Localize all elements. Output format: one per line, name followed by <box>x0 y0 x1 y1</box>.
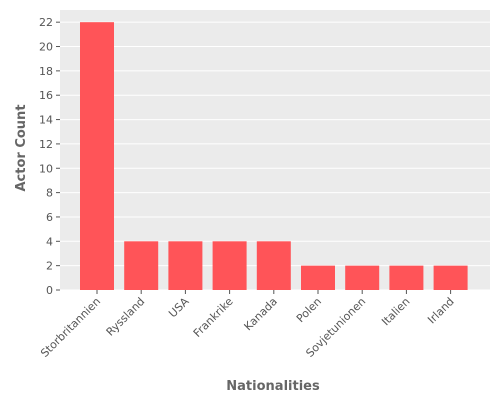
y-tick-label-10: 10 <box>39 162 53 175</box>
y-tick-label-2: 2 <box>46 260 53 273</box>
bar-ryssland <box>124 241 159 290</box>
y-tick-label-8: 8 <box>46 187 53 200</box>
x-tick-label-polen: Polen <box>294 295 324 325</box>
x-tick-label-frankrike: Frankrike <box>191 295 236 340</box>
bar-storbritannien <box>80 22 114 290</box>
x-axis-ticks: Storbritannien Ryssland USA Frankrike Kanada… <box>38 290 457 360</box>
x-tick-label-italien: Italien <box>379 295 412 328</box>
x-tick-label-ryssland: Ryssland <box>104 295 148 339</box>
y-tick-label-12: 12 <box>39 138 53 151</box>
x-tick-label-irland: Irland <box>425 295 456 326</box>
bar-kanada <box>256 241 291 290</box>
x-tick-label-storbritannien: Storbritannien <box>38 295 103 360</box>
bar-sovjetunionen <box>345 265 380 290</box>
bar-italien <box>389 265 424 290</box>
x-tick-label-kanada: Kanada <box>242 295 280 333</box>
bar-frankrike <box>212 241 247 290</box>
y-tick-label-22: 22 <box>39 16 53 29</box>
y-tick-label-4: 4 <box>46 235 53 248</box>
bars <box>80 22 468 290</box>
y-tick-label-14: 14 <box>39 114 53 127</box>
y-axis-title: Actor Count <box>14 104 29 191</box>
bar-irland <box>433 265 468 290</box>
bar-usa <box>168 241 203 290</box>
y-tick-label-0: 0 <box>46 284 53 297</box>
y-tick-label-16: 16 <box>39 89 53 102</box>
bar-polen <box>301 265 335 290</box>
y-tick-label-20: 20 <box>39 41 53 54</box>
y-tick-label-6: 6 <box>46 211 53 224</box>
x-tick-label-usa: USA <box>166 295 192 321</box>
y-axis-ticks: 0 2 4 6 8 10 12 14 16 18 20 22 <box>39 16 60 297</box>
y-tick-label-18: 18 <box>39 65 53 78</box>
x-axis-title: Nationalities <box>226 379 320 394</box>
